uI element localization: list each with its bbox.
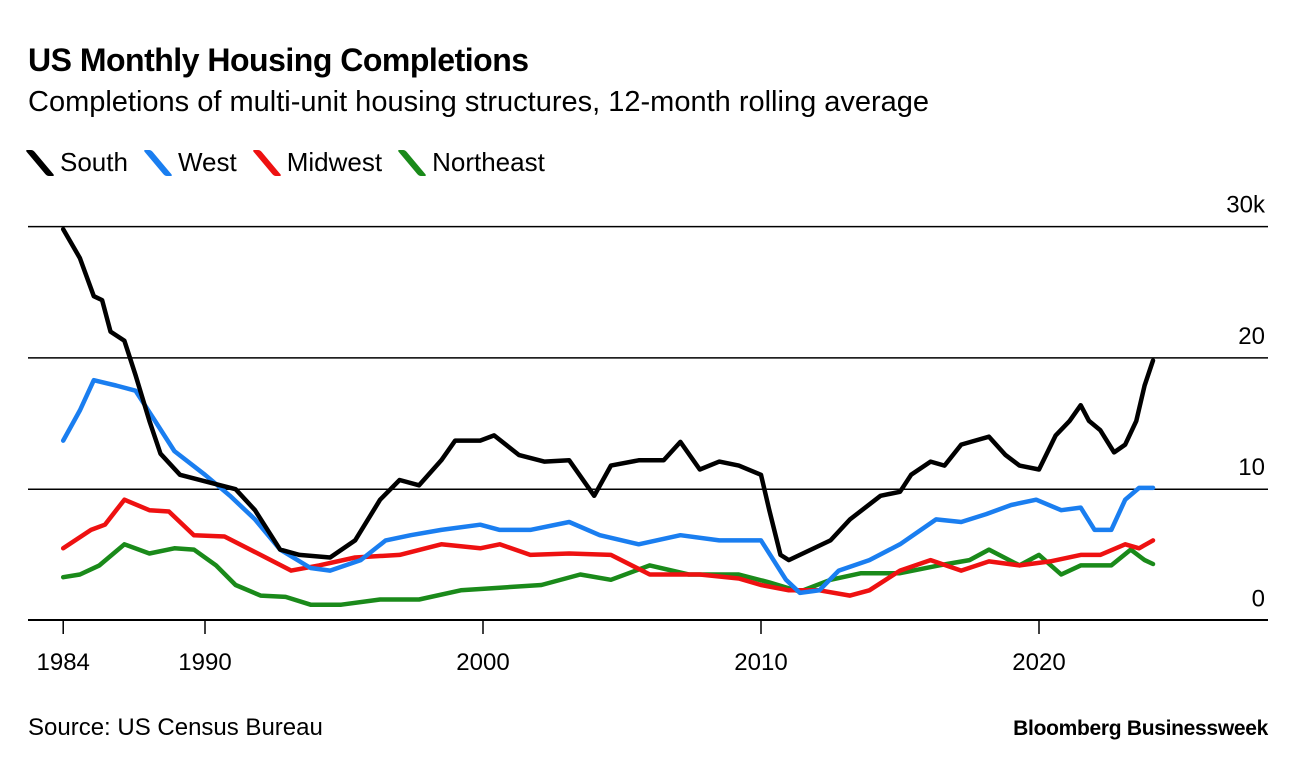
x-tick-label: 2000 xyxy=(456,649,509,676)
legend-label: West xyxy=(177,147,237,177)
series-line-south xyxy=(60,226,1156,563)
series-line-northeast xyxy=(60,542,1156,607)
brand-logo: Bloomberg Businessweek xyxy=(1013,717,1268,740)
source-note: Source: US Census Bureau xyxy=(28,714,323,741)
x-tick-label: 1990 xyxy=(178,649,231,676)
legend-label: Northeast xyxy=(432,147,545,177)
x-tick-label: 1984 xyxy=(37,649,90,676)
x-tick-label: 2020 xyxy=(1012,649,1065,676)
y-tick-label: 20 xyxy=(1238,323,1265,350)
series-line-midwest xyxy=(60,497,1156,598)
legend-label: Midwest xyxy=(286,147,383,177)
legend-label: South xyxy=(60,147,128,177)
series-line-west xyxy=(60,377,1156,596)
y-tick-label: 30k xyxy=(1226,192,1266,219)
chart-subtitle: Completions of multi-unit housing struct… xyxy=(28,86,930,118)
legend-item-midwest: Midwest xyxy=(251,147,383,178)
legend-item-northeast: Northeast xyxy=(397,147,545,178)
y-tick-label: 0 xyxy=(1252,586,1265,613)
y-tick-label: 10 xyxy=(1238,454,1265,481)
legend: South West Midwest Northeast xyxy=(25,147,563,178)
chart-title: US Monthly Housing Completions xyxy=(28,42,529,78)
legend-item-south: South xyxy=(25,147,128,178)
x-tick-label: 2010 xyxy=(734,649,787,676)
legend-item-west: West xyxy=(143,147,237,178)
